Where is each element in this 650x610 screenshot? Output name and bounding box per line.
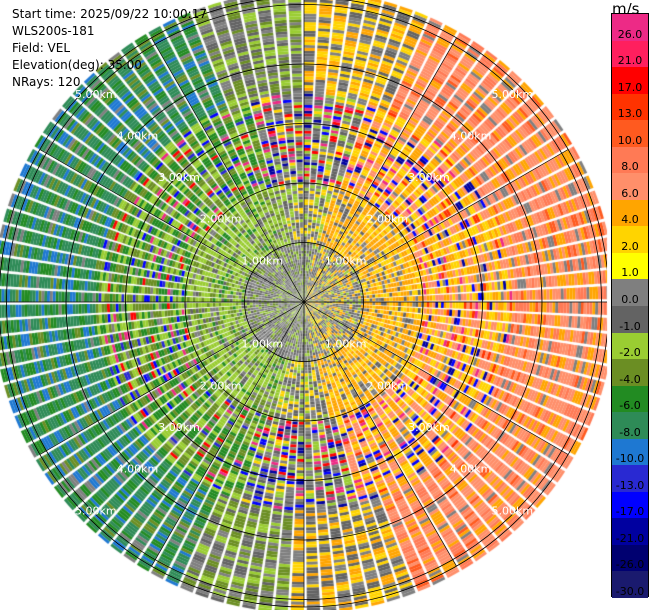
azimuth-spoke: [151, 301, 305, 567]
colorbar-swatch: [612, 359, 648, 387]
azimuth-spoke: [39, 149, 305, 303]
start-time-label: Start time: 2025/09/22 10:00:17: [12, 7, 207, 21]
range-ring-label: 2.00km: [200, 379, 242, 392]
colorbar-tick-label: -4.0: [619, 372, 641, 386]
range-ring-label: 5.00km: [75, 88, 117, 101]
colorbar-tick-label: -8.0: [619, 425, 641, 439]
range-ring-label: 4.00km: [117, 129, 159, 142]
colorbar-swatch: [612, 332, 648, 360]
colorbar-tick-label: 17.0: [617, 80, 643, 94]
colorbar-swatch: [612, 120, 648, 148]
colorbar-swatch: [612, 518, 648, 546]
colorbar-tick-label: 21.0: [617, 54, 643, 68]
colorbar-swatch: [612, 67, 648, 95]
range-ring-label: 1.00km: [325, 254, 367, 267]
colorbar-swatch: [612, 385, 648, 413]
colorbar-tick-label: -26.0: [615, 558, 645, 572]
colorbar-swatch: [612, 146, 648, 174]
range-ring-label: 2.00km: [367, 379, 409, 392]
colorbar-tick-label: 2.0: [621, 239, 639, 253]
azimuth-spoke: [39, 301, 305, 455]
range-ring-label: 4.00km: [450, 463, 492, 476]
azimuth-spoke: [303, 149, 569, 303]
azimuth-spoke: [303, 301, 569, 455]
colorbar-swatch: [612, 173, 648, 201]
range-ring-label: 1.00km: [325, 338, 367, 351]
colorbar-swatch: [612, 199, 648, 227]
colorbar-swatch: [612, 226, 648, 254]
colorbar: 26.0 21.0 17.0 13.0 10.0 8.0 6.0 4.0 2.0 1.0 0.0 -1…: [611, 13, 649, 599]
elevation-label: Elevation(deg): 35.00: [12, 58, 142, 72]
colorbar-tick-label: 26.0: [617, 27, 643, 41]
colorbar-tick-label: -10.0: [615, 452, 645, 466]
colorbar-swatch: [612, 571, 648, 599]
range-ring-label: 1.00km: [242, 338, 284, 351]
instrument-label: WLS200s-181: [12, 24, 95, 38]
azimuth-spoke: [303, 301, 457, 567]
colorbar-tick-label: 6.0: [621, 186, 639, 200]
range-ring-label: 3.00km: [408, 421, 450, 434]
colorbar-tick-label: 4.0: [621, 213, 639, 227]
range-ring-label: 1.00km: [242, 254, 284, 267]
colorbar-tick-label: -30.0: [615, 585, 645, 598]
range-ring-label: 5.00km: [491, 88, 533, 101]
colorbar-swatch: [612, 279, 648, 307]
colorbar-tick-label: 8.0: [621, 160, 639, 174]
colorbar-tick-label: -1.0: [619, 319, 641, 333]
colorbar-tick-label: -2.0: [619, 346, 641, 360]
colorbar-swatch: [612, 252, 648, 280]
colorbar-tick-label: 0.0: [621, 293, 639, 306]
plot-metadata: Start time: 2025/09/22 10:00:17 WLS200s-…: [12, 6, 207, 91]
colorbar-swatch: [612, 465, 648, 493]
field-label: Field: VEL: [12, 41, 71, 55]
colorbar-tick-label: -13.0: [615, 478, 645, 492]
range-ring-label: 3.00km: [158, 421, 200, 434]
range-ring-label: 2.00km: [200, 213, 242, 226]
colorbar-swatch: [612, 40, 648, 68]
colorbar-tick-label: -6.0: [619, 399, 641, 413]
colorbar-swatch: [612, 438, 648, 466]
colorbar-tick-label: 13.0: [617, 107, 643, 121]
colorbar-swatch: [612, 306, 648, 334]
azimuth-spoke: [303, 37, 457, 303]
colorbar-swatch: [612, 93, 648, 121]
colorbar-tick-label: -17.0: [615, 505, 645, 519]
colorbar-swatch: [612, 491, 648, 519]
azimuth-spoke: [151, 37, 305, 303]
range-ring-label: 2.00km: [367, 213, 409, 226]
colorbar-swatch: [612, 544, 648, 572]
range-ring-label: 4.00km: [450, 129, 492, 142]
colorbar-tick-label: 10.0: [617, 133, 643, 147]
range-ring-label: 3.00km: [158, 171, 200, 184]
nrays-label: NRays: 120: [12, 75, 81, 89]
colorbar-swatch: [612, 412, 648, 440]
range-ring-label: 4.00km: [117, 463, 159, 476]
range-ring-label: 5.00km: [75, 504, 117, 517]
colorbar-tick-label: 1.0: [621, 266, 639, 280]
colorbar-swatch: [612, 14, 648, 42]
colorbar-tick-label: -21.0: [615, 531, 645, 545]
range-ring-label: 5.00km: [491, 504, 533, 517]
range-ring-label: 3.00km: [408, 171, 450, 184]
